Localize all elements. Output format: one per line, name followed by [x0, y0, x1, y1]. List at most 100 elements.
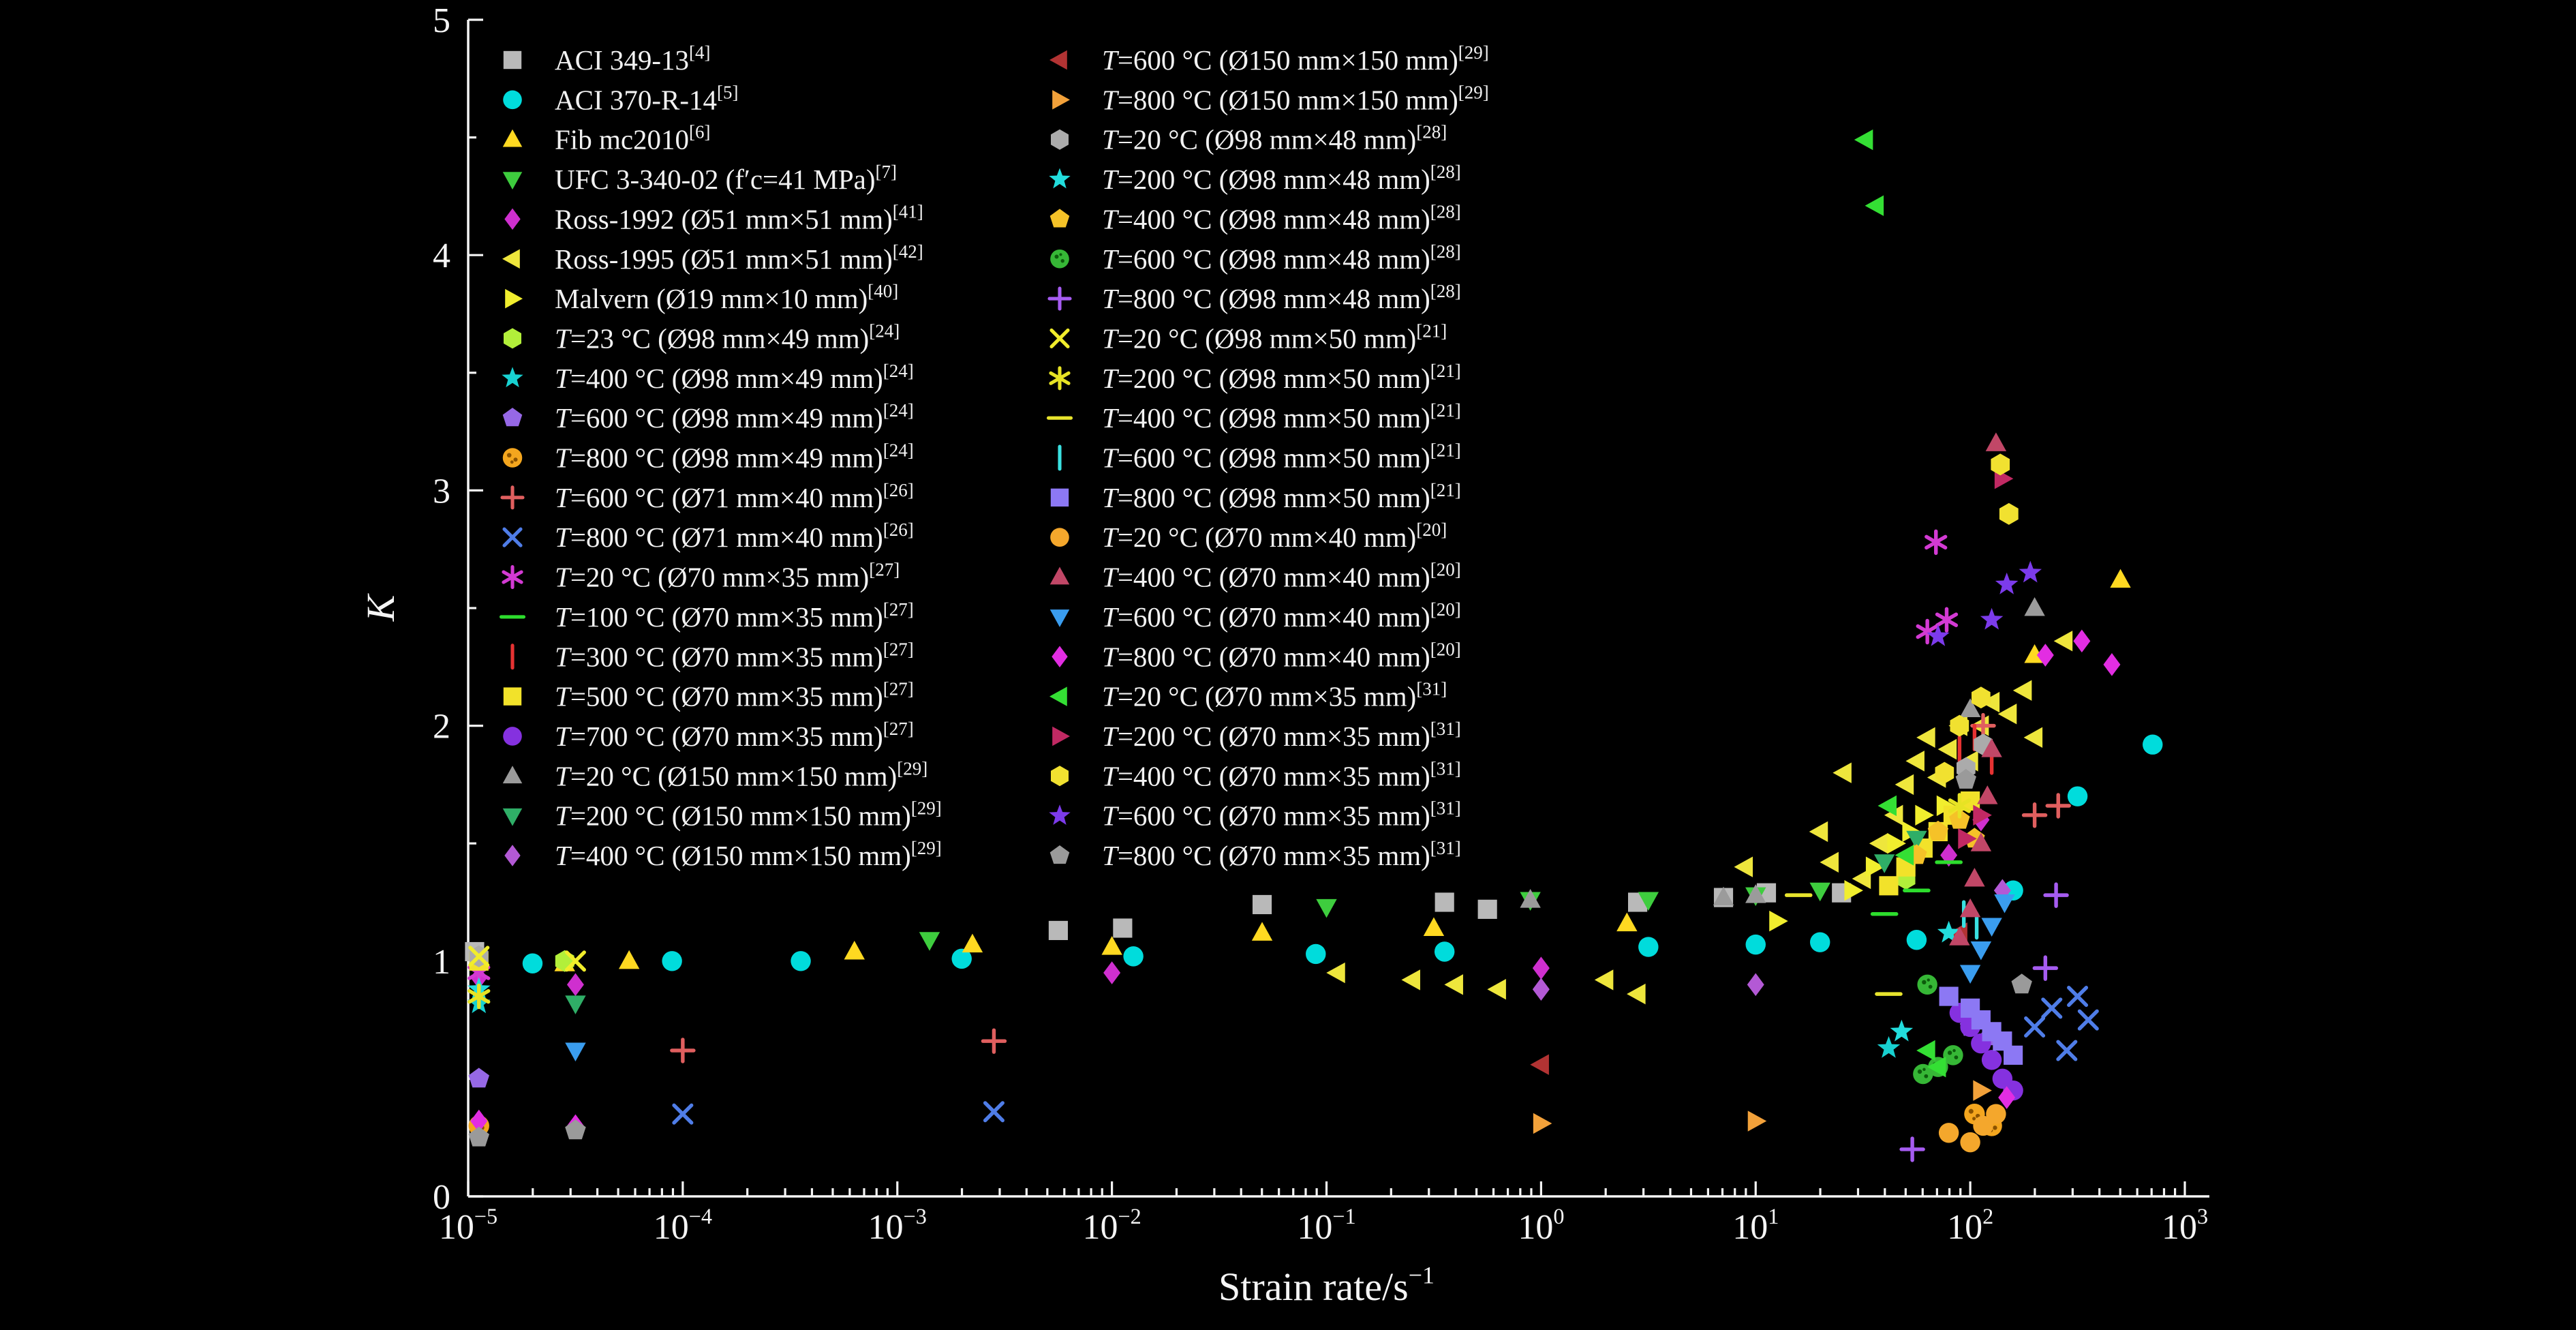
legend-item: Ross-1992 (Ø51 mm×51 mm)[41]	[504, 201, 923, 235]
data-point	[2024, 597, 2045, 616]
data-point	[1884, 804, 1903, 826]
data-point	[1927, 820, 1949, 841]
legend-label: T=23 °C (Ø98 mm×49 mm)[24]	[555, 320, 900, 354]
data-point	[1520, 889, 1541, 908]
legend-item: UFC 3-340-02 (f′c=41 MPa)[7]	[502, 162, 897, 195]
series	[670, 712, 2071, 1063]
data-point	[1113, 918, 1133, 938]
data-point	[1950, 714, 1969, 737]
y-tick-label: 1	[433, 943, 450, 982]
data-point	[2011, 973, 2032, 994]
legend-item: T=600 °C (Ø98 mm×48 mm)[28]	[1050, 241, 1461, 275]
data-point	[1809, 821, 1828, 843]
x-tick-label: 10−3	[868, 1204, 927, 1247]
legend-marker	[503, 50, 522, 70]
data-point	[1444, 974, 1463, 995]
data-point	[1986, 1104, 2006, 1124]
legend-label: T=20 °C (Ø70 mm×35 mm)[27]	[555, 560, 900, 593]
legend-marker	[500, 485, 525, 510]
data-point	[468, 946, 490, 967]
legend-label: Ross-1995 (Ø51 mm×51 mm)[42]	[555, 241, 923, 275]
legend-label: T=100 °C (Ø70 mm×35 mm)[27]	[555, 599, 914, 633]
legend-marker	[502, 564, 523, 590]
legend-marker	[502, 367, 523, 388]
data-point	[1048, 920, 1068, 941]
data-point	[1638, 937, 1659, 957]
x-axis-title: Strain rate/s−1	[1218, 1262, 1435, 1309]
legend-item: Malvern (Ø19 mm×10 mm)[40]	[505, 281, 898, 314]
series	[1935, 453, 2019, 784]
data-point	[2023, 727, 2043, 749]
data-point	[1943, 1045, 1963, 1065]
data-point	[1252, 894, 1272, 915]
data-point	[1958, 828, 1977, 849]
series	[1520, 597, 2045, 908]
data-point	[2053, 631, 2073, 652]
data-point	[1985, 432, 2007, 451]
legend-label: T=20 °C (Ø98 mm×48 mm)[28]	[1102, 122, 1447, 155]
legend-label: T=300 °C (Ø70 mm×35 mm)[27]	[555, 639, 914, 672]
data-point	[1879, 876, 1899, 896]
data-point	[2019, 560, 2042, 583]
data-point	[1877, 1036, 1901, 1058]
legend-marker	[1049, 686, 1067, 706]
series	[468, 769, 2032, 1147]
data-point	[468, 1068, 489, 1088]
legend-label: T=800 °C (Ø98 mm×50 mm)[21]	[1102, 480, 1461, 513]
data-point	[1935, 761, 1954, 784]
series	[467, 529, 1959, 986]
data-point	[1938, 1123, 1959, 1143]
data-point	[1865, 195, 1884, 216]
data-point	[2041, 997, 2063, 1019]
legend-item: T=800 °C (Ø98 mm×49 mm)[24]	[502, 440, 914, 474]
legend-item: T=600 °C (Ø70 mm×35 mm)[31]	[1049, 798, 1461, 832]
data-point	[951, 948, 972, 969]
data-point	[1877, 795, 1897, 817]
legend-marker	[1050, 528, 1069, 547]
data-point	[1101, 936, 1122, 955]
data-point	[1530, 1054, 1549, 1075]
data-point	[1103, 961, 1121, 984]
data-point	[1998, 1086, 2016, 1109]
legend-item: ACI 370-R-14[5]	[503, 82, 739, 115]
legend-item: T=20 °C (Ø70 mm×35 mm)[27]	[502, 560, 900, 593]
data-point	[919, 932, 940, 951]
data-point	[1994, 894, 2015, 913]
x-tick-label: 10−2	[1082, 1204, 1141, 1247]
y-tick-label: 0	[433, 1178, 450, 1217]
data-point	[2110, 569, 2131, 588]
legend-item: T=100 °C (Ø70 mm×35 mm)[27]	[499, 599, 914, 633]
legend-label: ACI 370-R-14[5]	[555, 82, 739, 115]
data-point	[1895, 774, 1914, 796]
legend-label: T=800 °C (Ø71 mm×40 mm)[26]	[555, 519, 914, 553]
legend-item: T=400 °C (Ø98 mm×50 mm)[21]	[1046, 400, 1461, 434]
data-point	[1532, 956, 1550, 980]
data-point	[1251, 922, 1273, 941]
x-tick-label: 101	[1732, 1204, 1779, 1247]
data-point	[1423, 917, 1445, 936]
series	[1533, 1080, 1992, 1134]
legend-marker	[502, 129, 523, 147]
y-tick-label: 4	[433, 237, 450, 275]
x-ticks	[467, 1181, 2186, 1196]
x-tick-label: 102	[1947, 1204, 1993, 1247]
legend-marker	[502, 527, 523, 547]
x-tick-labels: 10−5 10−4 10−3 10−2 10−1 100 101 102 103	[439, 1204, 2208, 1247]
legend-item: Fib mc2010[6]	[502, 122, 711, 155]
data-point	[1973, 1115, 1993, 1136]
data-point	[1820, 851, 1839, 873]
data-point	[1873, 854, 1895, 873]
legend-item: T=600 °C (Ø70 mm×40 mm)[20]	[1049, 599, 1461, 633]
data-point	[2067, 786, 2088, 806]
data-point	[1959, 965, 1981, 984]
series	[672, 986, 2099, 1125]
data-point	[1532, 978, 1550, 1001]
legend-marker	[502, 172, 523, 190]
data-point	[566, 973, 584, 997]
legend-marker	[503, 687, 522, 706]
data-point	[1747, 973, 1764, 997]
y-tick-label: 5	[433, 1, 450, 40]
legend-label: T=400 °C (Ø70 mm×40 mm)[20]	[1102, 560, 1461, 593]
legend-label: T=400 °C (Ø98 mm×48 mm)[28]	[1102, 201, 1461, 235]
